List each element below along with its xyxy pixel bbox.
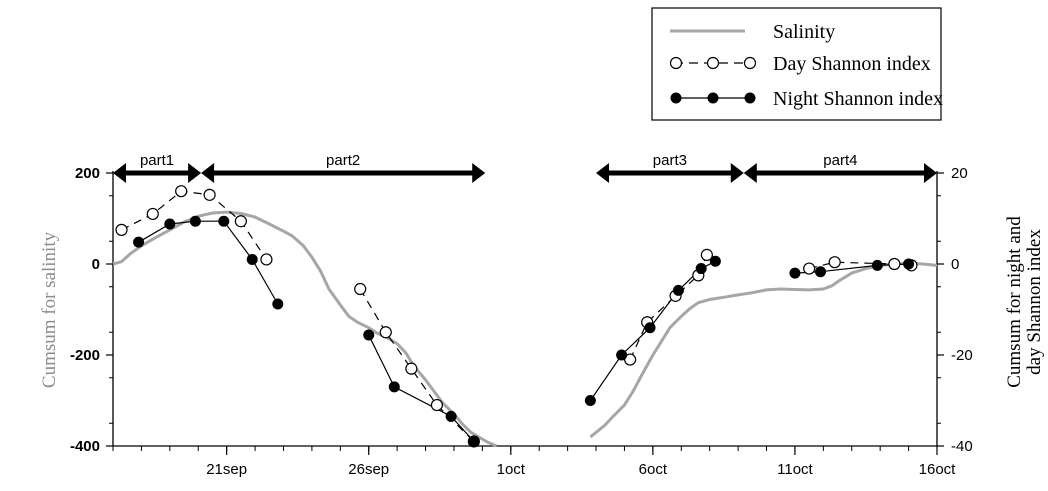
part-label: part4 [823,152,857,169]
day-shannon-point [888,257,901,271]
day-shannon-point [146,207,159,221]
night-shannon-line [368,334,475,442]
night-shannon-point [789,267,801,279]
night-shannon-point [815,266,827,278]
day-shannon-point [379,326,392,339]
x-tick-label: 26sep [348,461,389,478]
legend-label-night: Night Shannon index [773,88,943,110]
day-shannon-point [354,282,367,296]
x-tick-label: 21sep [206,461,247,478]
y-axis-label-left: Cumsum for salinity [39,231,60,388]
legend-label-day: Day Shannon index [773,53,931,75]
night-shannon-point [189,215,201,227]
day-shannon-point [175,185,188,198]
day-shannon-point [203,188,216,201]
y-axis-label-right-line-1: Cumsum for night and [1004,216,1025,388]
y-right-tick-label: -20 [951,347,973,364]
legend-swatch-day-marker-2 [706,56,720,70]
part-label: part1 [140,152,174,169]
y-axis-label-right-line-2: day Shannon index [1024,229,1045,375]
part-arrow-head-left [201,163,215,183]
day-shannon-point [234,215,247,228]
legend: Salinity Day Shannon index Night Shannon… [651,7,943,121]
x-tick-label: 11oct [777,461,813,478]
day-shannon-point [260,253,273,266]
part-arrow-head-right [730,163,744,183]
night-shannon-point [164,218,176,230]
night-shannon-point [584,395,596,406]
x-tick-label: 16oct [919,461,957,478]
day-shannon-point [803,262,816,275]
part-arrow-head-left [743,163,757,183]
night-shannon-point [695,263,707,275]
night-shannon-point [644,322,656,334]
day-shannon-point [115,223,128,236]
part-arrow-head-right [472,163,486,183]
part-arrow-head-right [924,163,937,183]
y-left-tick-label: 0 [92,256,100,273]
night-shannon-point [903,258,915,270]
part-label: part3 [653,152,687,169]
day-shannon-point [700,248,713,261]
part-arrow-head-left [113,163,126,183]
legend-swatch-day-marker-3 [743,56,757,70]
legend-swatch-day-marker-1 [669,56,683,70]
night-shannon-point [388,381,400,393]
night-shannon-point [468,435,480,447]
y-left-tick-label: -200 [70,347,100,364]
night-shannon-point [218,215,230,227]
legend-label-salinity: Salinity [773,21,835,43]
day-shannon-point [828,256,841,269]
y-right-tick-label: 0 [951,256,959,273]
x-tick-label: 6oct [639,461,668,478]
salinity-line [589,261,938,439]
legend-box [651,7,942,121]
night-shannon-point [672,284,684,296]
x-tick-label: 1oct [497,461,526,478]
night-shannon-point [133,236,145,248]
y-left-tick-label: -400 [70,438,100,455]
legend-swatch-night-marker-2 [707,92,719,104]
part-label: part2 [326,152,360,169]
night-shannon-line [138,220,279,305]
y-right-tick-label: 20 [951,165,968,182]
legend-swatch-night-marker-1 [670,92,682,104]
day-shannon-point [430,398,444,412]
legend-swatch-night-marker-3 [744,92,756,104]
day-shannon-line [808,261,912,270]
night-shannon-point [246,253,258,265]
salinity-line [112,210,498,448]
night-shannon-point [272,298,284,310]
night-shannon-point [363,329,375,341]
night-shannon-point [445,410,457,422]
night-shannon-point [616,349,628,361]
y-left-tick-label: 200 [75,165,100,182]
part-arrow-head-right [188,163,202,183]
night-shannon-point [709,255,721,267]
night-shannon-point [871,259,883,271]
part-arrow-head-left [596,163,610,183]
day-shannon-point [405,362,418,375]
y-right-tick-label: -40 [951,438,973,455]
